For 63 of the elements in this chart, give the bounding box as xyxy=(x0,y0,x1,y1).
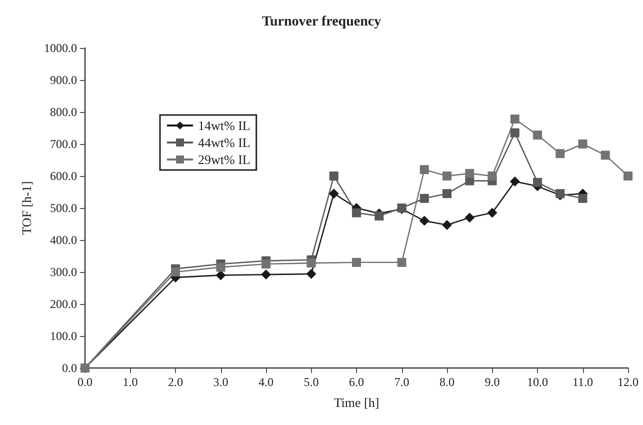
x-tick-label: 9.0 xyxy=(484,375,500,389)
point xyxy=(419,216,430,226)
point xyxy=(216,270,226,280)
x-tick-label: 12.0 xyxy=(618,375,638,389)
x-tick-label: 3.0 xyxy=(213,375,228,389)
y-axis-title: TOF [h-1] xyxy=(19,181,34,235)
point xyxy=(420,194,429,203)
y-tick-label: 0.0 xyxy=(62,361,77,375)
legend-label: 44wt% IL xyxy=(198,135,250,150)
point xyxy=(464,212,475,223)
legend-label: 14wt% IL xyxy=(198,118,250,133)
y-tick-label: 100.0 xyxy=(50,329,77,343)
y-tick-label: 500.0 xyxy=(50,201,77,215)
point xyxy=(578,140,588,148)
y-tick-label: 700.0 xyxy=(50,137,77,151)
point xyxy=(510,176,520,186)
x-tick-label: 1.0 xyxy=(122,375,138,389)
point xyxy=(306,258,316,268)
point xyxy=(556,149,565,158)
x-tick-label: 2.0 xyxy=(168,375,183,389)
point xyxy=(352,208,361,218)
point xyxy=(510,114,520,124)
x-tick-label: 5.0 xyxy=(304,375,319,389)
point xyxy=(397,258,406,267)
y-tick-label: 1000.0 xyxy=(44,41,77,55)
point xyxy=(352,258,361,267)
y-tick-label: 900.0 xyxy=(50,73,77,87)
point xyxy=(374,212,384,220)
y-tick-label: 600.0 xyxy=(50,169,77,183)
point xyxy=(465,168,474,178)
point xyxy=(328,188,339,199)
point xyxy=(262,260,270,268)
point xyxy=(442,189,452,198)
y-tick-label: 200.0 xyxy=(50,297,77,311)
x-tick-label: 0.0 xyxy=(78,375,92,389)
point xyxy=(488,172,497,180)
y-tick-label: 300.0 xyxy=(50,265,77,279)
x-tick-label: 4.0 xyxy=(258,375,274,389)
point xyxy=(171,268,180,276)
x-tick-label: 6.0 xyxy=(349,375,364,389)
x-tick-label: 8.0 xyxy=(440,375,454,389)
point xyxy=(329,172,338,180)
x-tick-label: 11.0 xyxy=(572,375,594,389)
y-tick-label: 400.0 xyxy=(50,233,77,247)
point xyxy=(624,172,632,180)
legend-label: 29wt% IL xyxy=(198,152,250,167)
y-tick-label: 800.0 xyxy=(50,105,77,119)
point xyxy=(442,172,452,180)
point xyxy=(216,262,226,272)
point xyxy=(578,194,588,203)
x-axis-title: Time [h] xyxy=(334,395,380,410)
x-tick-label: 10.0 xyxy=(527,375,548,389)
point xyxy=(420,165,429,174)
point xyxy=(600,150,610,160)
point xyxy=(442,220,452,230)
point xyxy=(533,178,542,187)
chart-title: Turnover frequency xyxy=(262,14,382,30)
point xyxy=(533,130,542,140)
point xyxy=(510,128,520,138)
x-tick-label: 7.0 xyxy=(394,375,410,389)
point xyxy=(261,270,271,280)
point xyxy=(487,208,498,218)
point xyxy=(306,268,316,279)
